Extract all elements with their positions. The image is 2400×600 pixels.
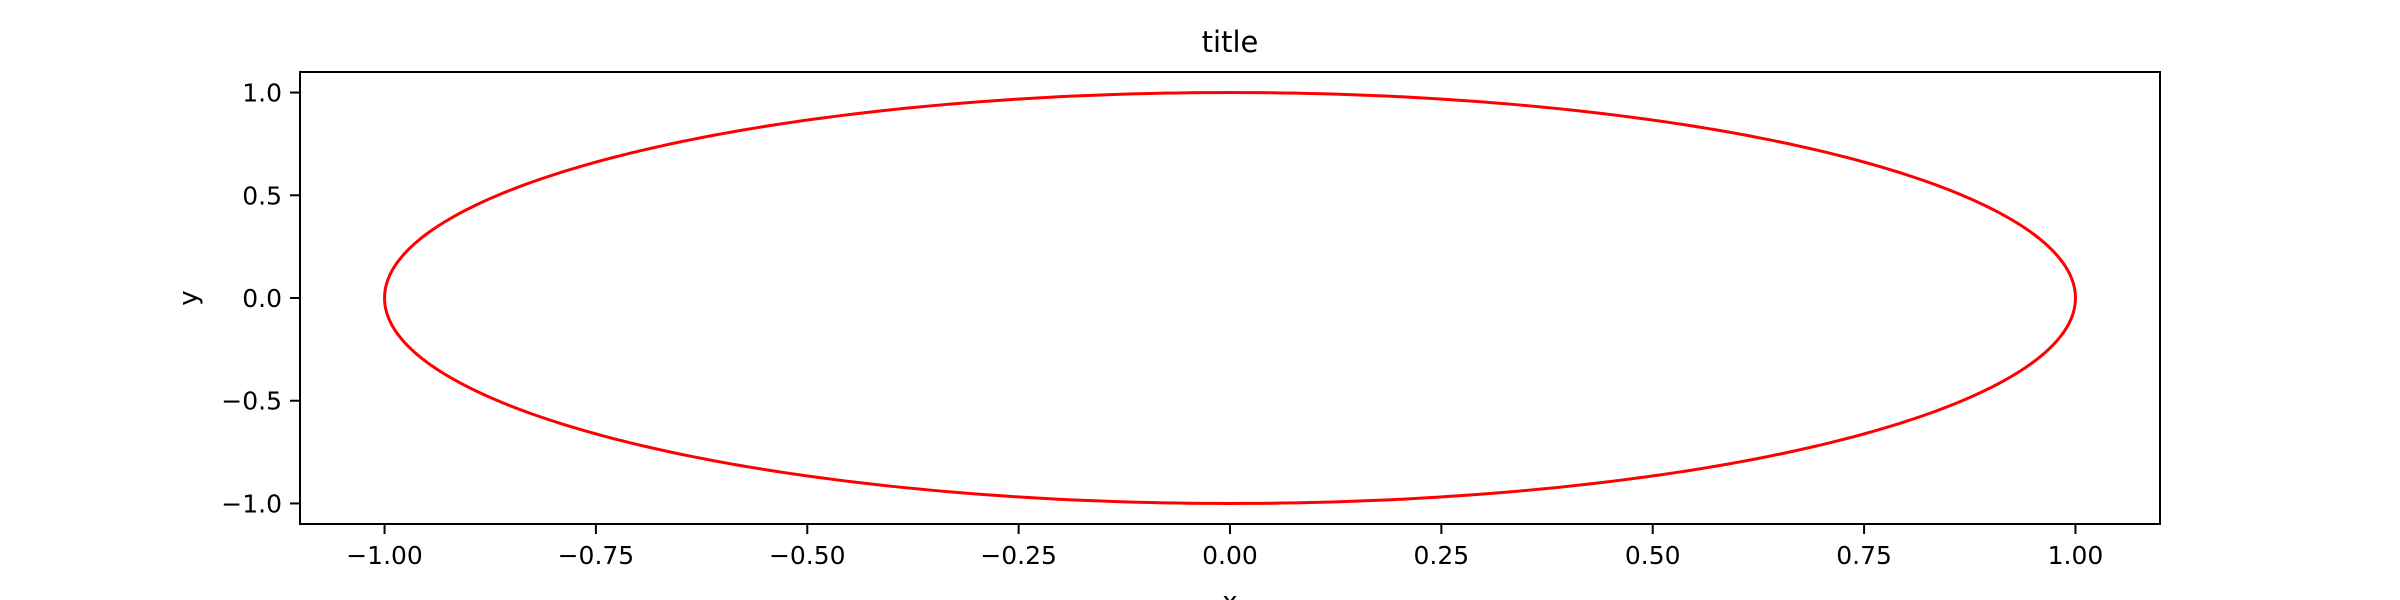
x-axis-label: x (1222, 587, 1237, 600)
x-tick-label: −0.50 (769, 541, 846, 570)
y-tick-label: 0.0 (242, 284, 282, 313)
y-axis-label: y (174, 290, 204, 305)
x-tick-label: 0.75 (1836, 541, 1892, 570)
y-tick-label: −1.0 (221, 489, 282, 518)
x-tick-label: −0.75 (558, 541, 635, 570)
x-tick-label: 0.50 (1625, 541, 1681, 570)
y-tick-label: −0.5 (221, 387, 282, 416)
y-tick-label: 1.0 (242, 79, 282, 108)
x-tick-label: −0.25 (980, 541, 1057, 570)
x-axis-ticks: −1.00 −0.75 −0.50 −0.25 0.00 0.25 0.50 0.75 1.00 (346, 524, 2103, 570)
x-tick-label: 0.25 (1414, 541, 1470, 570)
y-tick-label: 0.5 (242, 181, 282, 210)
plot-area (383, 91, 2077, 505)
chart-title: title (1202, 25, 1259, 59)
axes-frame (299, 71, 2161, 525)
x-tick-label: 1.00 (2048, 541, 2104, 570)
y-axis-ticks: −1.0 −0.5 0.0 0.5 1.0 (221, 79, 300, 518)
series-line-0 (383, 91, 2077, 505)
x-tick-label: 0.00 (1202, 541, 1258, 570)
x-tick-label: −1.00 (346, 541, 423, 570)
